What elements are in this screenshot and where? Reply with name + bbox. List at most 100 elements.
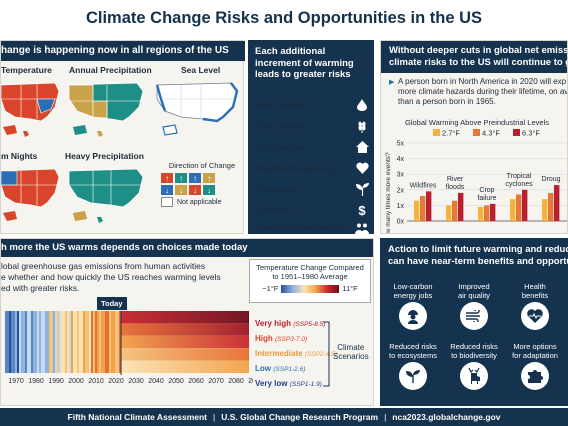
year-tick-label: 2030 <box>128 378 144 385</box>
chart-y-tick-label: 4x <box>397 156 405 163</box>
historical-stripe <box>65 311 68 373</box>
legend-row-increase: ↑ ↑ ↑ ↑ <box>161 173 243 183</box>
scenario-label: High <box>255 334 273 343</box>
footer: Fifth National Climate Assessment | U.S.… <box>0 408 568 426</box>
benefit-health: Health benefits <box>504 282 566 330</box>
chart-bar <box>484 205 490 221</box>
historical-stripe <box>25 311 28 373</box>
historical-stripe <box>107 311 110 373</box>
scenario-label: Very low <box>255 379 288 388</box>
legend-arrow-up-icon: ↑ <box>203 173 215 183</box>
wind-icon <box>460 302 488 330</box>
dollar-icon: $ <box>358 202 366 218</box>
footer-separator: | <box>213 412 216 422</box>
hazard-bar-chart: Global Warming Above Preindustrial Level… <box>385 118 567 234</box>
historical-stripe <box>51 311 54 373</box>
chart-category-label: floods <box>446 184 465 191</box>
benefit-ecosystems: Reduced risks to ecosystems <box>382 342 444 390</box>
hazards-heading-line2: climate risks to the US will continue to… <box>389 57 568 68</box>
historical-stripe <box>79 311 82 373</box>
chart-bar <box>522 189 528 221</box>
sprout-icon <box>399 362 427 390</box>
year-tick-label: 2020 <box>108 378 124 385</box>
year-tick-label: 2080 <box>228 378 244 385</box>
benefit-label-line2: air quality <box>457 291 491 300</box>
worker-icon <box>399 302 427 330</box>
historical-stripe <box>71 311 74 373</box>
scenario-code: (SSP3-7.0) <box>275 336 308 343</box>
temp-legend-min: −1°F <box>262 284 279 293</box>
wheat-icon <box>355 119 369 133</box>
chart-bar <box>414 200 420 221</box>
chart-y-tick-label: 2x <box>397 187 405 194</box>
sector-label: Health and well-being <box>257 163 334 173</box>
historical-stripe <box>111 311 114 373</box>
sectors-heading: Each additional increment of warming lea… <box>255 46 354 80</box>
historical-stripe <box>19 311 22 373</box>
scenario-label: Very high <box>255 319 292 328</box>
historical-stripe <box>23 311 26 373</box>
scenario-very-low: Very low (SSP1-1.9) <box>255 379 322 388</box>
sector-label: Infrastructure <box>257 142 305 152</box>
map-label-warm-nights: m Nights <box>1 151 38 161</box>
chart-bar <box>490 203 496 221</box>
page-title: Climate Change Risks and Opportunities i… <box>85 8 483 27</box>
chart-legend-swatch <box>433 129 440 136</box>
chart-category-label: cyclones <box>505 181 533 188</box>
scenario-band <box>121 335 249 349</box>
map-label-temperature: Temperature <box>1 65 52 75</box>
scenario-high: High (SSP3-7.0) <box>255 334 307 343</box>
legend-arrow-down-icon: ↓ <box>203 185 215 195</box>
benefit-adaptation: More options for adaptation <box>504 342 566 390</box>
warming-stripes: 1970 1980 1990 2000 2010 2020 2030 2040 2050 2060… <box>5 311 253 385</box>
historical-stripe <box>33 311 36 373</box>
legend-arrow-up-icon: ↑ <box>161 173 173 183</box>
chart-legend-swatch <box>473 129 480 136</box>
historical-stripe <box>113 311 116 373</box>
historical-stripe <box>75 311 78 373</box>
benefit-label-line2: to biodiversity <box>451 351 497 360</box>
scenario-intermediate: Intermediate (SSP2-4.5) <box>255 349 337 358</box>
historical-stripe <box>85 311 88 373</box>
benefit-label-line1: Reduced risks <box>450 342 498 351</box>
benefits-heading-line2: can have near-term benefits and opportun… <box>388 256 568 267</box>
historical-stripe <box>15 311 18 373</box>
chart-title: Global Warming Above Preindustrial Level… <box>405 118 549 127</box>
chart-y-tick-label: 5x <box>397 141 405 148</box>
historical-stripe <box>29 311 32 373</box>
chart-bar <box>446 205 452 221</box>
footer-assessment: Fifth National Climate Assessment <box>67 412 208 422</box>
chart-legend: 2.7°F 4.3°F 6.3°F <box>433 129 540 138</box>
deer-icon <box>460 362 488 390</box>
puzzle-icon <box>521 362 549 390</box>
bullet-triangle-icon: ▶ <box>389 79 395 86</box>
year-tick-label: 2040 <box>148 378 164 385</box>
temperature-change-legend: Temperature Change Compared to 1951–1980… <box>249 259 371 303</box>
sector-label: Livelihoods and heritage <box>257 223 344 233</box>
chart-y-axis-label: How many times more events? <box>385 152 392 234</box>
historical-stripe <box>95 311 98 373</box>
chart-legend-label: 2.7°F <box>442 129 460 138</box>
benefits-panel: Action to limit future warming and reduc… <box>380 238 568 406</box>
sector-row-water: Water supply <box>257 98 369 112</box>
historical-stripe <box>81 311 84 373</box>
warming-heading: h more the US warms depends on choices m… <box>1 239 373 257</box>
hazards-heading: Without deeper cuts in global net emissi… <box>381 41 568 73</box>
chart-bar <box>542 199 548 221</box>
sector-row-livelihoods: Livelihoods and heritage <box>257 221 369 235</box>
benefit-biodiversity: Reduced risks to biodiversity <box>443 342 505 390</box>
historical-stripe <box>101 311 104 373</box>
scenario-band <box>121 311 249 324</box>
historical-stripe <box>13 311 16 373</box>
historical-stripe <box>9 311 12 373</box>
chart-bar <box>516 194 522 221</box>
historical-stripe <box>21 311 24 373</box>
historical-stripe <box>43 311 46 373</box>
scenario-code: (SSP5-8.5) <box>293 321 326 328</box>
chart-legend-label: 6.3°F <box>522 129 540 138</box>
chart-legend-label: 4.3°F <box>482 129 500 138</box>
hazards-heading-line1: Without deeper cuts in global net emissi… <box>389 45 568 56</box>
footer-url[interactable]: nca2023.globalchange.gov <box>392 412 501 422</box>
chart-category-label: Crop <box>479 187 494 194</box>
benefits-heading-line1: Action to limit future warming and reduc… <box>388 244 568 255</box>
